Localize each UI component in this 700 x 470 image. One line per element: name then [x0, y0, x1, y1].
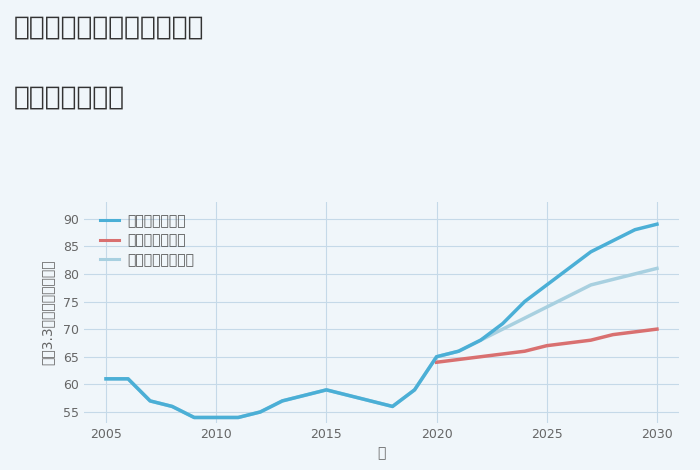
グッドシナリオ	[344, 392, 353, 398]
X-axis label: 年: 年	[377, 446, 386, 461]
バッドシナリオ	[631, 329, 639, 335]
Text: 土地の価格推移: 土地の価格推移	[14, 85, 125, 110]
グッドシナリオ	[653, 221, 662, 227]
Line: グッドシナリオ: グッドシナリオ	[106, 224, 657, 417]
ノーマルシナリオ	[565, 293, 573, 299]
ノーマルシナリオ	[234, 415, 242, 420]
グッドシナリオ	[366, 398, 375, 404]
グッドシナリオ	[477, 337, 485, 343]
バッドシナリオ	[454, 357, 463, 362]
グッドシナリオ	[389, 404, 397, 409]
グッドシナリオ	[278, 398, 286, 404]
ノーマルシナリオ	[300, 392, 309, 398]
バッドシナリオ	[609, 332, 617, 337]
ノーマルシナリオ	[366, 398, 375, 404]
グッドシナリオ	[234, 415, 242, 420]
ノーマルシナリオ	[278, 398, 286, 404]
グッドシナリオ	[410, 387, 419, 393]
バッドシナリオ	[498, 351, 507, 357]
ノーマルシナリオ	[433, 354, 441, 360]
ノーマルシナリオ	[322, 387, 330, 393]
グッドシナリオ	[542, 282, 551, 288]
グッドシナリオ	[256, 409, 265, 415]
バッドシナリオ	[587, 337, 595, 343]
ノーマルシナリオ	[168, 404, 176, 409]
ノーマルシナリオ	[609, 276, 617, 282]
グッドシナリオ	[124, 376, 132, 382]
ノーマルシナリオ	[102, 376, 110, 382]
ノーマルシナリオ	[477, 337, 485, 343]
Line: ノーマルシナリオ: ノーマルシナリオ	[106, 268, 657, 417]
ノーマルシナリオ	[344, 392, 353, 398]
ノーマルシナリオ	[542, 304, 551, 310]
グッドシナリオ	[521, 299, 529, 305]
ノーマルシナリオ	[498, 326, 507, 332]
グッドシナリオ	[587, 249, 595, 255]
グッドシナリオ	[454, 348, 463, 354]
ノーマルシナリオ	[146, 398, 154, 404]
グッドシナリオ	[631, 227, 639, 233]
ノーマルシナリオ	[389, 404, 397, 409]
Line: バッドシナリオ: バッドシナリオ	[437, 329, 657, 362]
ノーマルシナリオ	[587, 282, 595, 288]
Text: 神奈川県伊勢原市下平間の: 神奈川県伊勢原市下平間の	[14, 14, 204, 40]
ノーマルシナリオ	[190, 415, 198, 420]
グッドシナリオ	[322, 387, 330, 393]
グッドシナリオ	[609, 238, 617, 243]
グッドシナリオ	[146, 398, 154, 404]
グッドシナリオ	[102, 376, 110, 382]
バッドシナリオ	[433, 360, 441, 365]
バッドシナリオ	[653, 326, 662, 332]
グッドシナリオ	[498, 321, 507, 326]
ノーマルシナリオ	[521, 315, 529, 321]
グッドシナリオ	[565, 266, 573, 271]
グッドシナリオ	[190, 415, 198, 420]
ノーマルシナリオ	[631, 271, 639, 277]
バッドシナリオ	[565, 340, 573, 346]
ノーマルシナリオ	[212, 415, 220, 420]
バッドシナリオ	[521, 348, 529, 354]
ノーマルシナリオ	[124, 376, 132, 382]
ノーマルシナリオ	[410, 387, 419, 393]
ノーマルシナリオ	[256, 409, 265, 415]
グッドシナリオ	[212, 415, 220, 420]
Legend: グッドシナリオ, バッドシナリオ, ノーマルシナリオ: グッドシナリオ, バッドシナリオ, ノーマルシナリオ	[97, 211, 197, 270]
ノーマルシナリオ	[454, 348, 463, 354]
グッドシナリオ	[433, 354, 441, 360]
グッドシナリオ	[300, 392, 309, 398]
ノーマルシナリオ	[653, 266, 662, 271]
バッドシナリオ	[542, 343, 551, 349]
Y-axis label: 平（3.3㎡）単価（万円）: 平（3.3㎡）単価（万円）	[41, 260, 55, 365]
グッドシナリオ	[168, 404, 176, 409]
バッドシナリオ	[477, 354, 485, 360]
